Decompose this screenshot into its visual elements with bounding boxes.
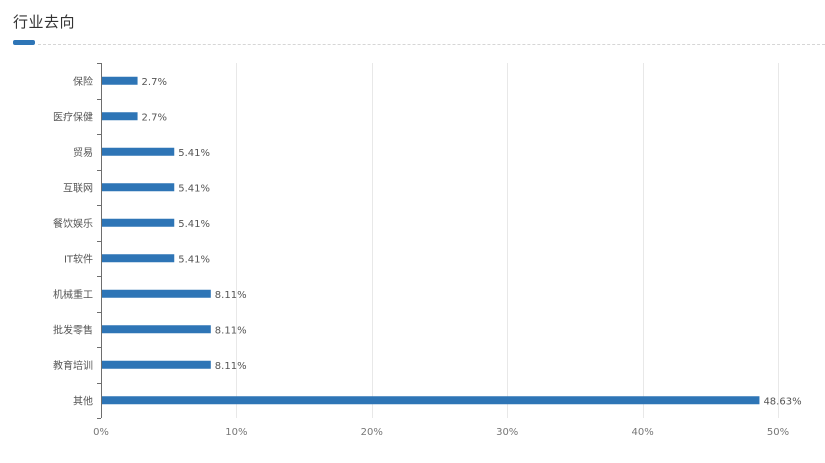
value-label: 5.41%	[178, 219, 210, 230]
bar[interactable]	[102, 254, 175, 263]
category-label: 餐饮娱乐	[53, 217, 93, 230]
title-accent-bar	[13, 40, 35, 45]
bars	[102, 76, 760, 405]
bar[interactable]	[102, 76, 138, 85]
bar[interactable]	[102, 360, 211, 369]
x-tick-label: 0%	[93, 427, 109, 438]
labels: 0% 10% 20% 30% 40% 50% 保险 2.7% 医疗保健 2.7% 贸易 5.41% 互联…	[53, 75, 802, 438]
value-label: 48.63%	[763, 396, 801, 407]
category-label: 医疗保健	[53, 110, 93, 123]
category-label: 批发零售	[53, 323, 93, 336]
title-divider	[38, 44, 825, 45]
bar[interactable]	[102, 325, 211, 334]
category-label: 保险	[73, 75, 93, 88]
axes	[97, 63, 102, 419]
value-label: 8.11%	[215, 361, 247, 372]
bar[interactable]	[102, 183, 175, 192]
x-tick-label: 40%	[631, 427, 653, 438]
category-label: IT软件	[64, 252, 93, 265]
x-tick-label: 10%	[225, 427, 247, 438]
bar[interactable]	[102, 112, 138, 121]
value-label: 5.41%	[178, 148, 210, 159]
value-label: 8.11%	[215, 290, 247, 301]
x-tick-label: 20%	[361, 427, 383, 438]
category-label: 教育培训	[53, 359, 93, 372]
category-label: 其他	[73, 394, 93, 407]
category-label: 机械重工	[53, 288, 93, 301]
value-label: 5.41%	[178, 254, 210, 265]
x-tick-label: 30%	[496, 427, 518, 438]
bar[interactable]	[102, 289, 211, 298]
value-label: 5.41%	[178, 183, 210, 194]
grid-lines	[236, 63, 779, 418]
page-title: 行业去向	[13, 13, 76, 31]
value-label: 2.7%	[142, 77, 167, 88]
bar[interactable]	[102, 396, 760, 405]
x-tick-label: 50%	[767, 427, 789, 438]
value-label: 2.7%	[142, 112, 167, 123]
bar[interactable]	[102, 218, 175, 227]
category-label: 互联网	[63, 182, 93, 194]
bar[interactable]	[102, 147, 175, 156]
value-label: 8.11%	[215, 325, 247, 336]
category-label: 贸易	[73, 147, 93, 159]
